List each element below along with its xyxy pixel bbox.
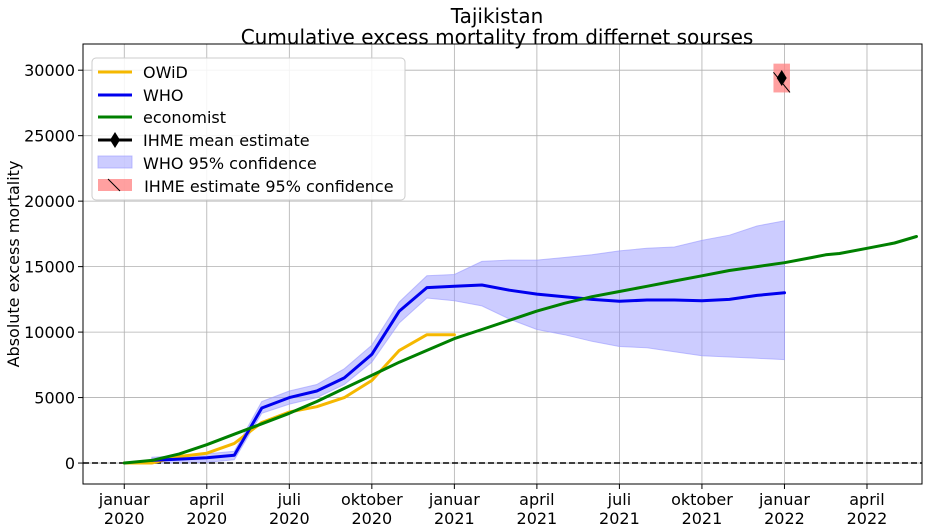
legend-frame <box>91 57 406 201</box>
x-axis-ticks: januar2020april2020juli2020oktober2020ja… <box>98 484 888 528</box>
legend-who-band-swatch <box>97 155 133 169</box>
series-line-economist <box>122 235 918 465</box>
legend-who-band-label: WHO 95% confidence <box>143 154 317 173</box>
x-tick-label-month: oktober <box>671 490 733 509</box>
x-tick-label-month: juli <box>277 490 301 509</box>
chart-title: Tajikistan <box>450 4 544 28</box>
legend-owid-label: OWiD <box>143 63 188 82</box>
x-tick-label-year: 2022 <box>764 509 805 528</box>
legend-ihme-mean-marker <box>110 132 120 148</box>
x-tick-label-month: januar <box>428 490 480 509</box>
y-tick-label: 15000 <box>24 258 75 277</box>
plot-frame <box>82 43 923 485</box>
x-tick-label-month: januar <box>98 490 150 509</box>
series-line-who <box>150 283 786 462</box>
y-tick-label: 30000 <box>24 61 75 80</box>
y-tick-label: 10000 <box>24 323 75 342</box>
x-tick-label-month: juli <box>607 490 631 509</box>
chart-subtitle: Cumulative excess mortality from differn… <box>241 25 754 49</box>
x-tick-label-month: april <box>849 490 884 509</box>
legend-ihme-band-swatch <box>98 179 132 191</box>
legend-economist-label: economist <box>143 108 226 127</box>
x-tick-label-year: 2020 <box>351 509 392 528</box>
y-tick-label: 5000 <box>34 389 75 408</box>
x-tick-label-month: april <box>519 490 554 509</box>
x-tick-label-year: 2021 <box>599 509 640 528</box>
ihme-mean-marker <box>776 70 787 87</box>
y-tick-label: 20000 <box>24 192 75 211</box>
ihme-estimate <box>773 63 791 93</box>
x-tick-label-year: 2020 <box>269 509 310 528</box>
x-tick-label-month: april <box>189 490 224 509</box>
y-tick-label: 0 <box>65 454 75 473</box>
x-tick-label-year: 2020 <box>104 509 145 528</box>
x-tick-label-year: 2021 <box>517 509 558 528</box>
x-tick-label-year: 2020 <box>186 509 227 528</box>
x-tick-label-year: 2021 <box>434 509 475 528</box>
legend-who-label: WHO <box>143 86 183 105</box>
legend-ihme-band-hatch <box>107 178 121 192</box>
x-tick-label-year: 2022 <box>847 509 888 528</box>
x-tick-label-year: 2021 <box>682 509 723 528</box>
y-axis-label: Absolute excess mortality <box>4 161 23 368</box>
y-axis-ticks: 0 5000 10000 15000 20000 25000 30000 <box>24 61 83 473</box>
confidence-bands <box>151 220 785 464</box>
who-confidence-band <box>151 220 785 464</box>
legend-ihme-band-label: IHME estimate 95% confidence <box>139 177 394 196</box>
x-tick-label-month: oktober <box>341 490 403 509</box>
legend: OWiD WHO economist IHME mean estimate WH… <box>91 57 406 201</box>
legend-ihme-mean-label: IHME mean estimate <box>143 131 310 150</box>
y-tick-label: 25000 <box>24 127 75 146</box>
x-tick-label-month: januar <box>758 490 810 509</box>
series-lines <box>122 235 918 465</box>
